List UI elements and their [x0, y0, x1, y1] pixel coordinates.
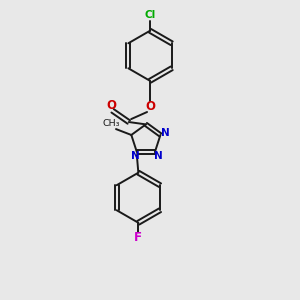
Text: N: N [154, 151, 163, 160]
Text: O: O [145, 100, 155, 113]
Text: N: N [131, 151, 140, 161]
Text: O: O [106, 99, 116, 112]
Text: N: N [161, 128, 170, 139]
Text: F: F [134, 231, 142, 244]
Text: CH₃: CH₃ [103, 119, 120, 128]
Text: Cl: Cl [144, 11, 156, 20]
